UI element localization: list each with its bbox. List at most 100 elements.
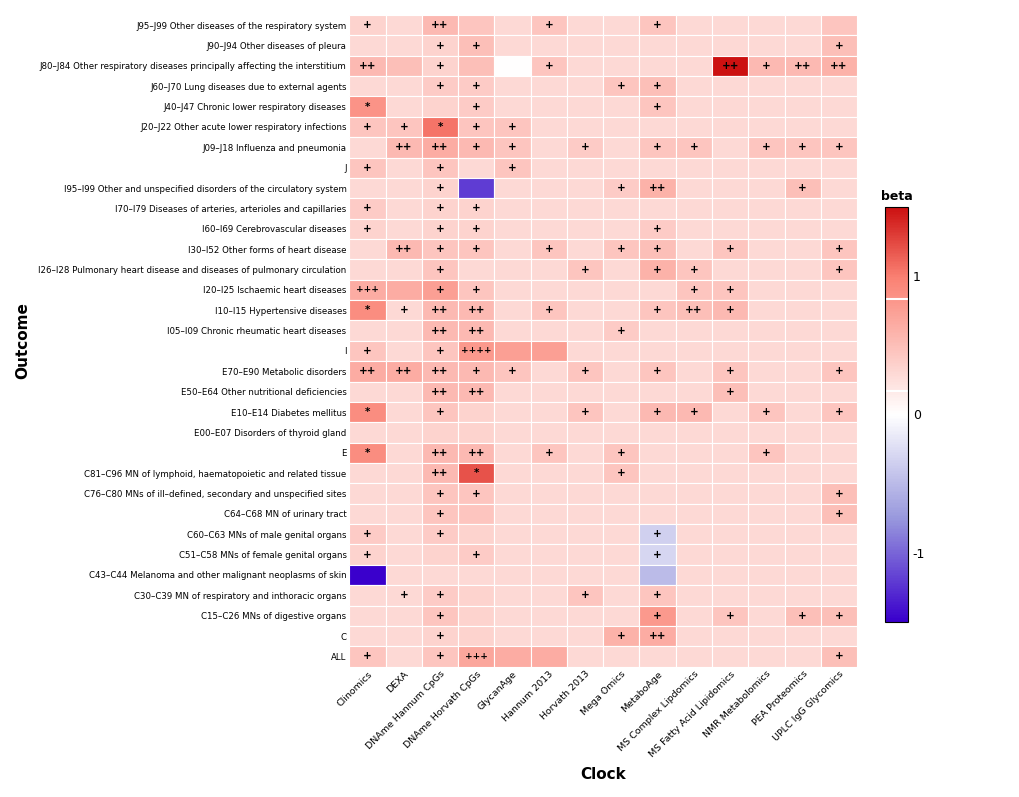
Bar bbox=[676, 585, 711, 606]
Bar bbox=[639, 15, 676, 35]
Bar bbox=[784, 137, 820, 158]
Bar bbox=[820, 117, 856, 137]
Bar bbox=[602, 320, 639, 341]
Text: +: + bbox=[507, 122, 517, 132]
Bar bbox=[748, 198, 784, 218]
Text: ++: ++ bbox=[431, 387, 448, 397]
Bar bbox=[676, 544, 711, 565]
Text: ++: ++ bbox=[394, 143, 412, 152]
Text: +: + bbox=[834, 651, 843, 662]
Text: +: + bbox=[652, 550, 661, 559]
Text: +: + bbox=[399, 305, 408, 316]
Bar bbox=[458, 76, 494, 96]
Bar bbox=[748, 606, 784, 626]
Bar bbox=[567, 544, 602, 565]
Bar bbox=[422, 239, 458, 259]
Bar bbox=[385, 483, 422, 504]
Bar bbox=[748, 626, 784, 646]
Bar bbox=[385, 158, 422, 178]
Text: +: + bbox=[363, 346, 372, 356]
Bar bbox=[422, 524, 458, 544]
Bar bbox=[530, 218, 567, 239]
Bar bbox=[385, 137, 422, 158]
Bar bbox=[530, 76, 567, 96]
Bar bbox=[748, 239, 784, 259]
Bar bbox=[748, 117, 784, 137]
Bar bbox=[350, 35, 385, 56]
Bar bbox=[494, 504, 530, 524]
Bar bbox=[530, 259, 567, 280]
Text: +: + bbox=[652, 591, 661, 600]
Bar bbox=[676, 442, 711, 463]
Bar bbox=[422, 96, 458, 117]
Bar bbox=[711, 422, 748, 442]
Bar bbox=[385, 402, 422, 422]
Bar bbox=[422, 218, 458, 239]
Bar bbox=[711, 280, 748, 300]
Text: +: + bbox=[435, 631, 444, 641]
Text: +: + bbox=[761, 143, 770, 152]
Text: +: + bbox=[435, 529, 444, 540]
Bar bbox=[602, 565, 639, 585]
Bar bbox=[494, 15, 530, 35]
Bar bbox=[820, 341, 856, 361]
Bar bbox=[820, 96, 856, 117]
Text: +: + bbox=[834, 367, 843, 376]
Bar bbox=[748, 361, 784, 382]
Text: +: + bbox=[435, 183, 444, 193]
Bar bbox=[530, 280, 567, 300]
Bar bbox=[385, 463, 422, 483]
Bar bbox=[494, 524, 530, 544]
Bar bbox=[530, 382, 567, 402]
Text: +: + bbox=[363, 651, 372, 662]
Text: +: + bbox=[435, 611, 444, 621]
Bar bbox=[350, 626, 385, 646]
Bar bbox=[422, 178, 458, 198]
Bar bbox=[711, 218, 748, 239]
Bar bbox=[784, 382, 820, 402]
Bar bbox=[676, 178, 711, 198]
Bar bbox=[385, 178, 422, 198]
Bar bbox=[458, 565, 494, 585]
Text: +: + bbox=[834, 509, 843, 519]
Bar bbox=[422, 585, 458, 606]
Bar bbox=[676, 137, 711, 158]
Bar bbox=[422, 646, 458, 666]
Bar bbox=[422, 565, 458, 585]
Bar bbox=[820, 606, 856, 626]
Bar bbox=[602, 137, 639, 158]
Bar bbox=[350, 504, 385, 524]
Bar bbox=[748, 280, 784, 300]
Bar bbox=[639, 35, 676, 56]
Bar bbox=[748, 442, 784, 463]
Bar bbox=[458, 218, 494, 239]
Bar bbox=[639, 402, 676, 422]
Y-axis label: Outcome: Outcome bbox=[15, 302, 30, 379]
Bar bbox=[711, 626, 748, 646]
Text: +: + bbox=[472, 143, 480, 152]
Bar bbox=[530, 626, 567, 646]
Text: +: + bbox=[399, 591, 408, 600]
Bar bbox=[494, 422, 530, 442]
Text: +: + bbox=[472, 81, 480, 92]
Bar bbox=[422, 483, 458, 504]
Bar bbox=[602, 218, 639, 239]
Text: +: + bbox=[507, 367, 517, 376]
Bar bbox=[602, 56, 639, 76]
Bar bbox=[602, 300, 639, 320]
Title: beta: beta bbox=[879, 190, 912, 203]
Bar bbox=[458, 259, 494, 280]
Bar bbox=[711, 96, 748, 117]
Bar bbox=[711, 259, 748, 280]
Text: +: + bbox=[435, 346, 444, 356]
Bar bbox=[385, 341, 422, 361]
Bar bbox=[422, 382, 458, 402]
Bar bbox=[422, 259, 458, 280]
Bar bbox=[676, 76, 711, 96]
Bar bbox=[602, 402, 639, 422]
Text: +: + bbox=[544, 305, 552, 316]
Bar bbox=[385, 504, 422, 524]
Bar bbox=[784, 35, 820, 56]
Bar bbox=[820, 382, 856, 402]
Bar bbox=[385, 56, 422, 76]
